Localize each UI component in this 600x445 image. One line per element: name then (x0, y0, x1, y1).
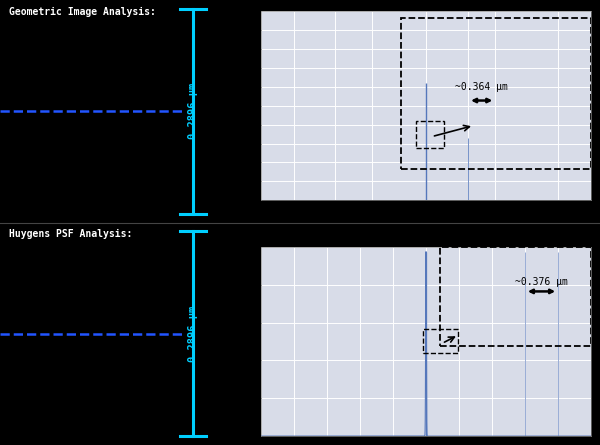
Text: 0.2896 μm: 0.2896 μm (188, 83, 198, 139)
Text: ~0.376 μm: ~0.376 μm (515, 277, 568, 287)
Y-axis label: Relative Irradiance At y = 0.0000 μm: Relative Irradiance At y = 0.0000 μm (235, 270, 241, 413)
X-axis label: X position in Millimeters (Y = Center): X position in Millimeters (Y = Center) (338, 212, 514, 221)
Text: 0.2896 μm: 0.2896 μm (188, 306, 198, 362)
Bar (401, 18, 591, 169)
Text: Geometric Image Analysis:: Geometric Image Analysis: (9, 7, 155, 17)
Y-axis label: Irradiance Watts/Millimeters squared: Irradiance Watts/Millimeters squared (222, 29, 228, 182)
Bar (422, 329, 458, 353)
Bar (416, 121, 444, 148)
Text: ~0.364 μm: ~0.364 μm (455, 82, 508, 92)
Text: Huygens PSF Analysis:: Huygens PSF Analysis: (9, 229, 132, 239)
Bar (440, 247, 591, 346)
